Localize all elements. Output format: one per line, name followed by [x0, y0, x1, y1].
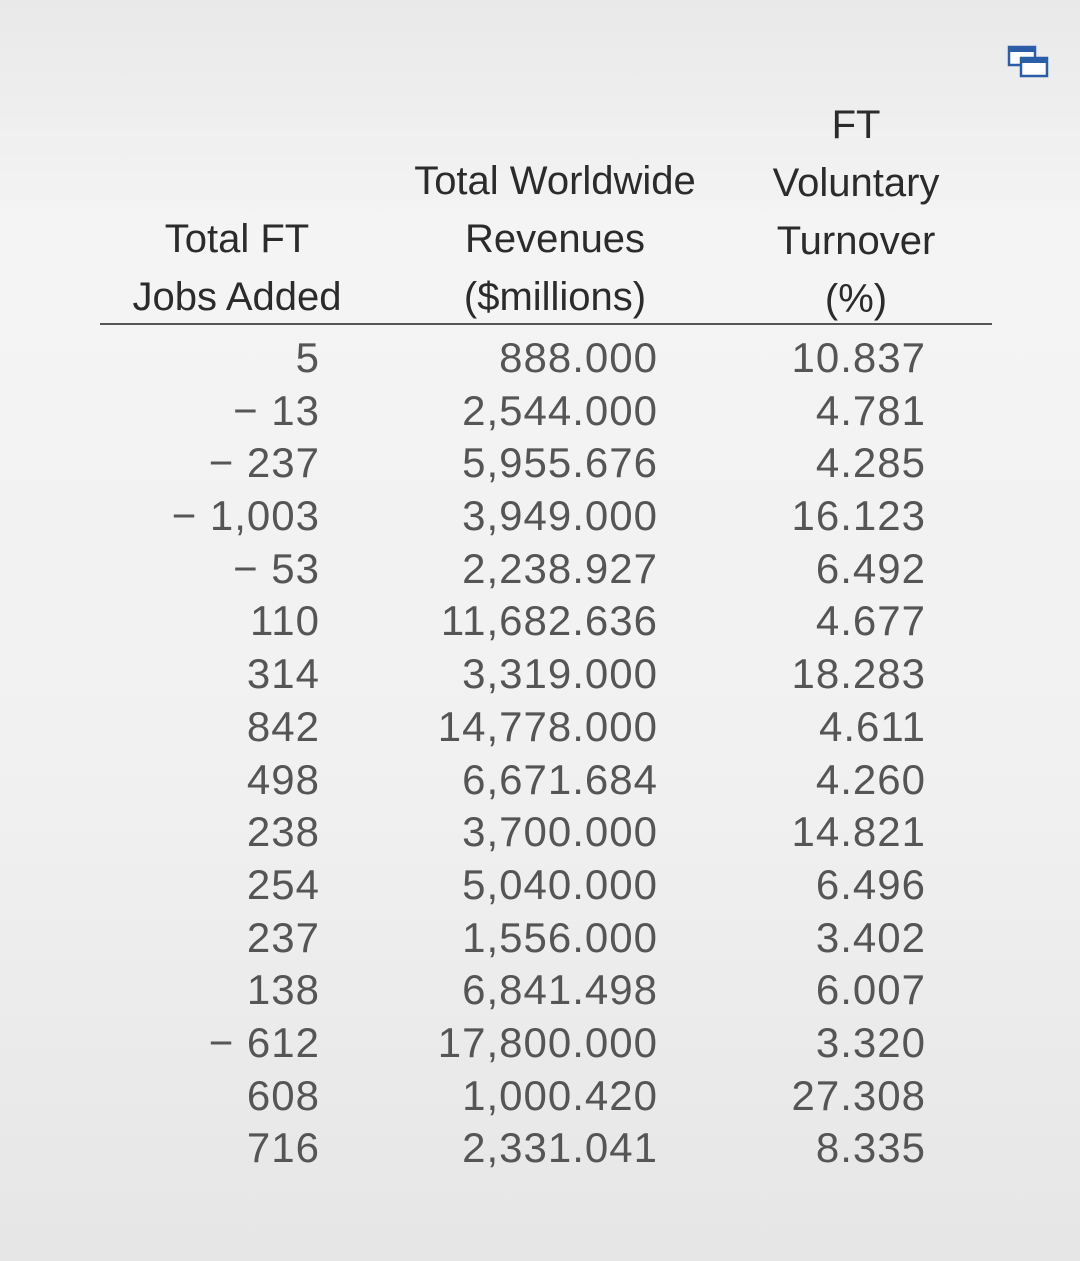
header-turn-line1: FT: [831, 103, 881, 147]
cell-jobs-added: 110: [250, 597, 320, 645]
table-row: 238 3,700.000 14.821: [100, 806, 992, 859]
cell-revenue: 11,682.636: [440, 597, 658, 645]
cell-turnover: 14.821: [791, 808, 926, 856]
cell-turnover: 18.283: [791, 650, 926, 698]
table-header: Total FT Jobs Added Total Worldwide Reve…: [100, 96, 992, 326]
cell-turnover: 8.335: [815, 1124, 926, 1172]
cell-jobs-added: 138: [246, 966, 320, 1014]
cell-turnover: 3.320: [815, 1018, 926, 1066]
header-revenues: Total Worldwide Revenues ($millions): [370, 152, 740, 326]
header-turn-line3: Turnover: [776, 219, 936, 263]
cell-turnover: 4.611: [819, 702, 926, 750]
cell-jobs-added: 5: [295, 334, 320, 381]
header-rev-line2: Revenues: [464, 217, 646, 261]
header-turnover: FT Voluntary Turnover (%): [740, 96, 972, 328]
header-turn-line4: (%): [824, 277, 888, 321]
header-jobs-line2: Jobs Added: [132, 275, 342, 319]
cell-jobs-added: − 237: [208, 439, 320, 487]
cell-jobs-added: − 1,003: [171, 492, 320, 540]
table-row: − 53 2,238.927 6.492: [100, 543, 992, 596]
cell-revenue: 6,671.684: [462, 755, 658, 803]
table-row: − 13 2,544.000 4.781: [100, 385, 992, 438]
cell-revenue: 2,331.041: [462, 1124, 658, 1172]
cell-jobs-added: − 53: [233, 544, 320, 592]
header-turn-line2: Voluntary: [772, 161, 940, 205]
header-rev-line3: ($millions): [463, 275, 647, 319]
cell-revenue: 1,556.000: [462, 913, 658, 961]
cell-revenue: 3,949.000: [462, 492, 658, 540]
table-row: 254 5,040.000 6.496: [100, 859, 992, 912]
copy-icon[interactable]: [1006, 44, 1050, 80]
cell-revenue: 2,544.000: [462, 386, 658, 434]
cell-jobs-added: 314: [246, 650, 320, 698]
cell-turnover: 4.677: [815, 597, 926, 645]
table-row: 842 14,778.000 4.611: [100, 701, 992, 754]
table-row: − 612 17,800.000 3.320: [100, 1017, 992, 1070]
cell-jobs-added: 238: [246, 808, 320, 856]
cell-turnover: 4.285: [815, 439, 926, 487]
copy-icon-graphic: [1007, 45, 1049, 78]
cell-revenue: 1,000.420: [462, 1071, 658, 1119]
cell-revenue: 6,841.498: [462, 966, 658, 1014]
cell-turnover: 10.837: [791, 334, 926, 381]
cell-jobs-added: 716: [246, 1124, 320, 1172]
header-divider: [100, 323, 992, 325]
cell-turnover: 6.496: [815, 860, 926, 908]
table-row: 314 3,319.000 18.283: [100, 648, 992, 701]
table-row: 498 6,671.684 4.260: [100, 754, 992, 807]
header-jobs-line1: Total FT: [164, 217, 310, 261]
cell-jobs-added: 254: [246, 860, 320, 908]
cell-revenue: 3,319.000: [462, 650, 658, 698]
cell-turnover: 6.492: [815, 544, 926, 592]
cell-revenue: 14,778.000: [437, 702, 658, 750]
cell-jobs-added: − 612: [208, 1018, 320, 1066]
cell-jobs-added: 608: [246, 1071, 320, 1119]
table-row: − 1,003 3,949.000 16.123: [100, 490, 992, 543]
table-row: 138 6,841.498 6.007: [100, 964, 992, 1017]
cell-turnover: 6.007: [815, 966, 926, 1014]
cell-jobs-added: 498: [246, 755, 320, 803]
header-jobs-added: Total FT Jobs Added: [104, 210, 370, 326]
cell-revenue: 17,800.000: [437, 1018, 658, 1066]
cell-revenue: 5,955.676: [462, 439, 658, 487]
cell-jobs-added: 842: [246, 702, 320, 750]
table-row: − 237 5,955.676 4.285: [100, 437, 992, 490]
table-row: 237 1,556.000 3.402: [100, 912, 992, 965]
table-row: 716 2,331.041 8.335: [100, 1122, 992, 1175]
header-rev-line1: Total Worldwide: [414, 159, 696, 203]
table-row: 608 1,000.420 27.308: [100, 1070, 992, 1123]
cell-revenue: 5,040.000: [462, 860, 658, 908]
table-row: 110 11,682.636 4.677: [100, 595, 992, 648]
data-table: Total FT Jobs Added Total Worldwide Reve…: [100, 96, 992, 1175]
cell-jobs-added: 237: [246, 913, 320, 961]
cell-turnover: 16.123: [791, 492, 926, 540]
cell-revenue: 2,238.927: [462, 544, 658, 592]
cell-turnover: 3.402: [815, 913, 926, 961]
cell-turnover: 27.308: [791, 1071, 926, 1119]
cell-turnover: 4.781: [815, 386, 926, 434]
cell-revenue: 3,700.000: [462, 808, 658, 856]
table-row: 5 888.000 10.837: [100, 332, 992, 385]
cell-revenue: 888.000: [499, 334, 658, 381]
table-body: 5 888.000 10.837 − 13 2,544.000 4.781 − 237 5,9…: [100, 332, 992, 1175]
cell-jobs-added: − 13: [233, 386, 320, 434]
cell-turnover: 4.260: [815, 755, 926, 803]
